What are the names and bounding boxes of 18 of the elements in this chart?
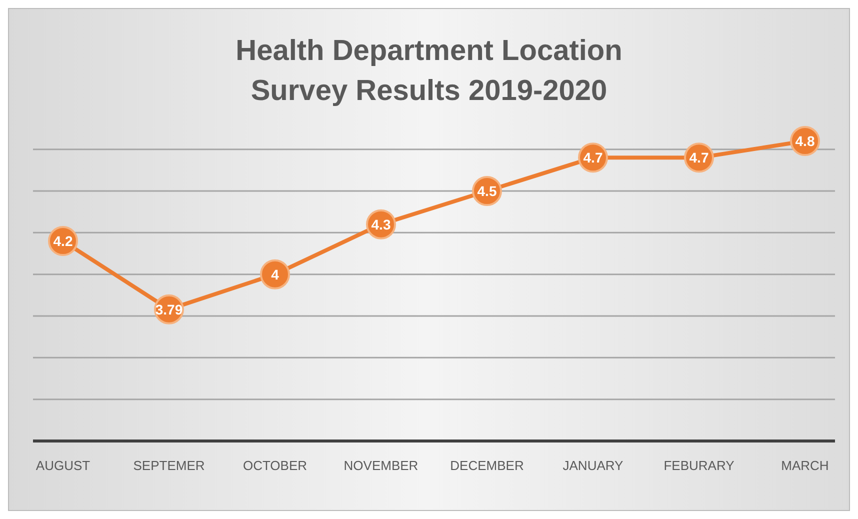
data-label: 4.3 xyxy=(371,216,391,232)
data-label: 3.79 xyxy=(155,301,183,318)
x-tick-label: FEBURARY xyxy=(664,458,735,474)
data-label: 4.8 xyxy=(795,133,815,149)
x-tick-label: MARCH xyxy=(781,458,829,474)
chart-title: Health Department Location Survey Results 2019-2020 xyxy=(234,34,624,107)
data-label: 4 xyxy=(271,266,280,282)
x-tick-label: DECEMBER xyxy=(450,458,524,474)
x-tick-label: NOVEMBER xyxy=(344,458,418,474)
data-label: 4.7 xyxy=(689,150,709,166)
point xyxy=(260,259,290,290)
x-tick-label: JANUARY xyxy=(562,458,624,474)
x-tick-label: OCTOBER xyxy=(242,458,308,474)
x-tick-label: AUGUST xyxy=(36,458,90,474)
data-label: 4.7 xyxy=(583,150,603,166)
data-label: 4.2 xyxy=(53,233,73,249)
data-label: 4.5 xyxy=(477,183,497,199)
x-tick-label: SEPTEMER xyxy=(133,458,205,474)
